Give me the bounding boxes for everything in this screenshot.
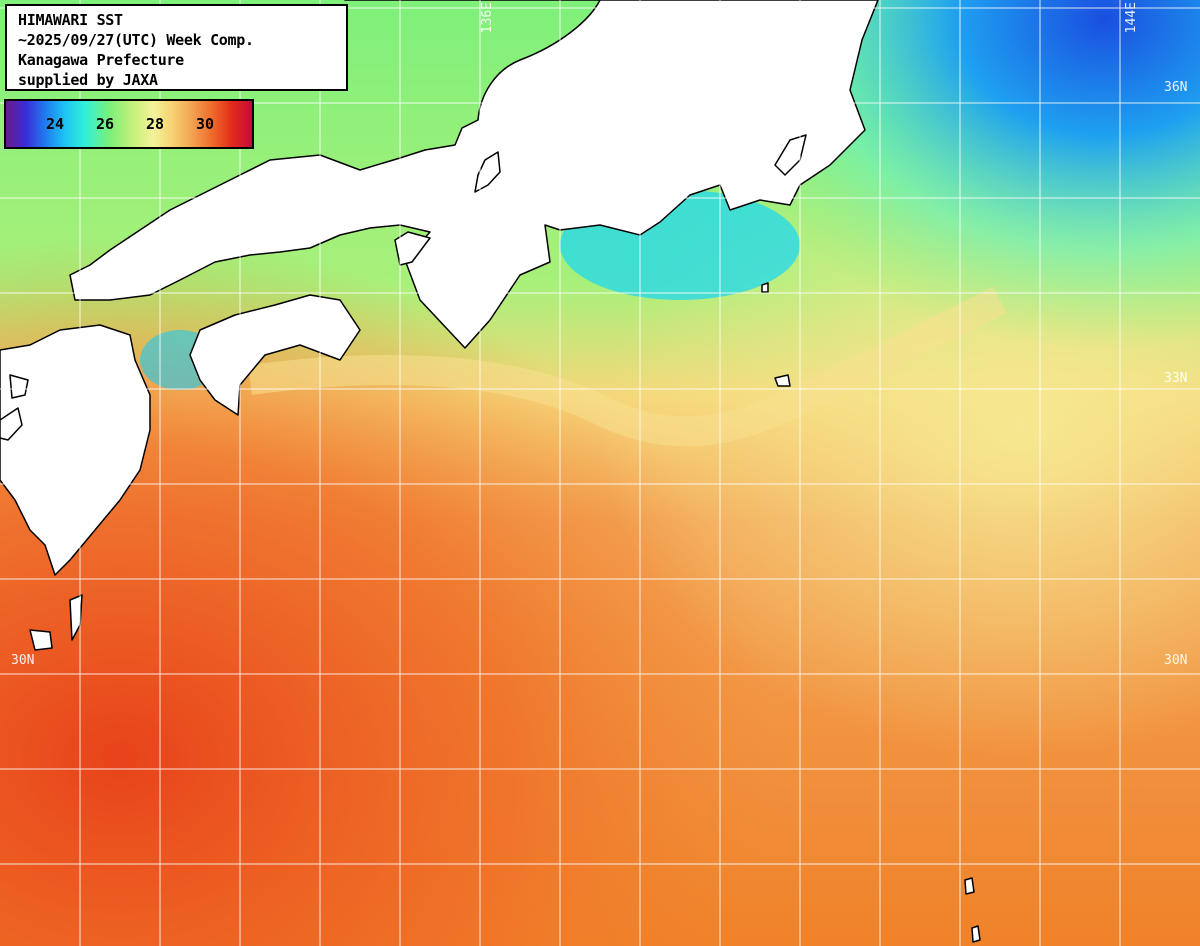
title-text: HIMAWARI SST	[18, 11, 123, 29]
legend-tick-26: 26	[96, 115, 115, 133]
land-awaji	[394, 231, 431, 266]
land-honshu	[69, 0, 879, 349]
region-text: Kanagawa Prefecture	[18, 51, 184, 69]
label-lon-144: 144E	[1124, 2, 1139, 34]
land-islet-1	[0, 407, 23, 441]
legend-tick-28: 28	[146, 115, 165, 133]
land-islet-2	[9, 374, 29, 399]
land-miyake	[761, 282, 769, 293]
label-lon-136: 136E	[480, 2, 495, 34]
label-lat-36: 36N	[1164, 80, 1188, 95]
land-islet-3	[964, 877, 975, 895]
legend-tick-30: 30	[196, 115, 215, 133]
land-mass	[0, 0, 981, 943]
kuroshio-front	[248, 286, 1007, 447]
land-oki	[474, 151, 501, 193]
land-hachijo	[774, 374, 791, 387]
label-lat-30-left: 30N	[11, 653, 35, 668]
land-islet-4	[971, 925, 981, 943]
label-lat-33: 33N	[1164, 371, 1188, 386]
land-kyushu	[0, 324, 151, 576]
legend-tick-24: 24	[46, 115, 65, 133]
land-shikoku	[189, 294, 361, 416]
land-yakushima	[29, 629, 53, 651]
credit-text: supplied by JAXA	[18, 71, 158, 89]
date-text: ~2025/09/27(UTC) Week Comp.	[18, 31, 254, 49]
info-box: HIMAWARI SST ~2025/09/27(UTC) Week Comp.…	[5, 4, 348, 91]
label-lat-30-right: 30N	[1164, 653, 1188, 668]
color-legend: 24 26 28 30	[4, 99, 254, 149]
land-noto	[774, 134, 807, 176]
